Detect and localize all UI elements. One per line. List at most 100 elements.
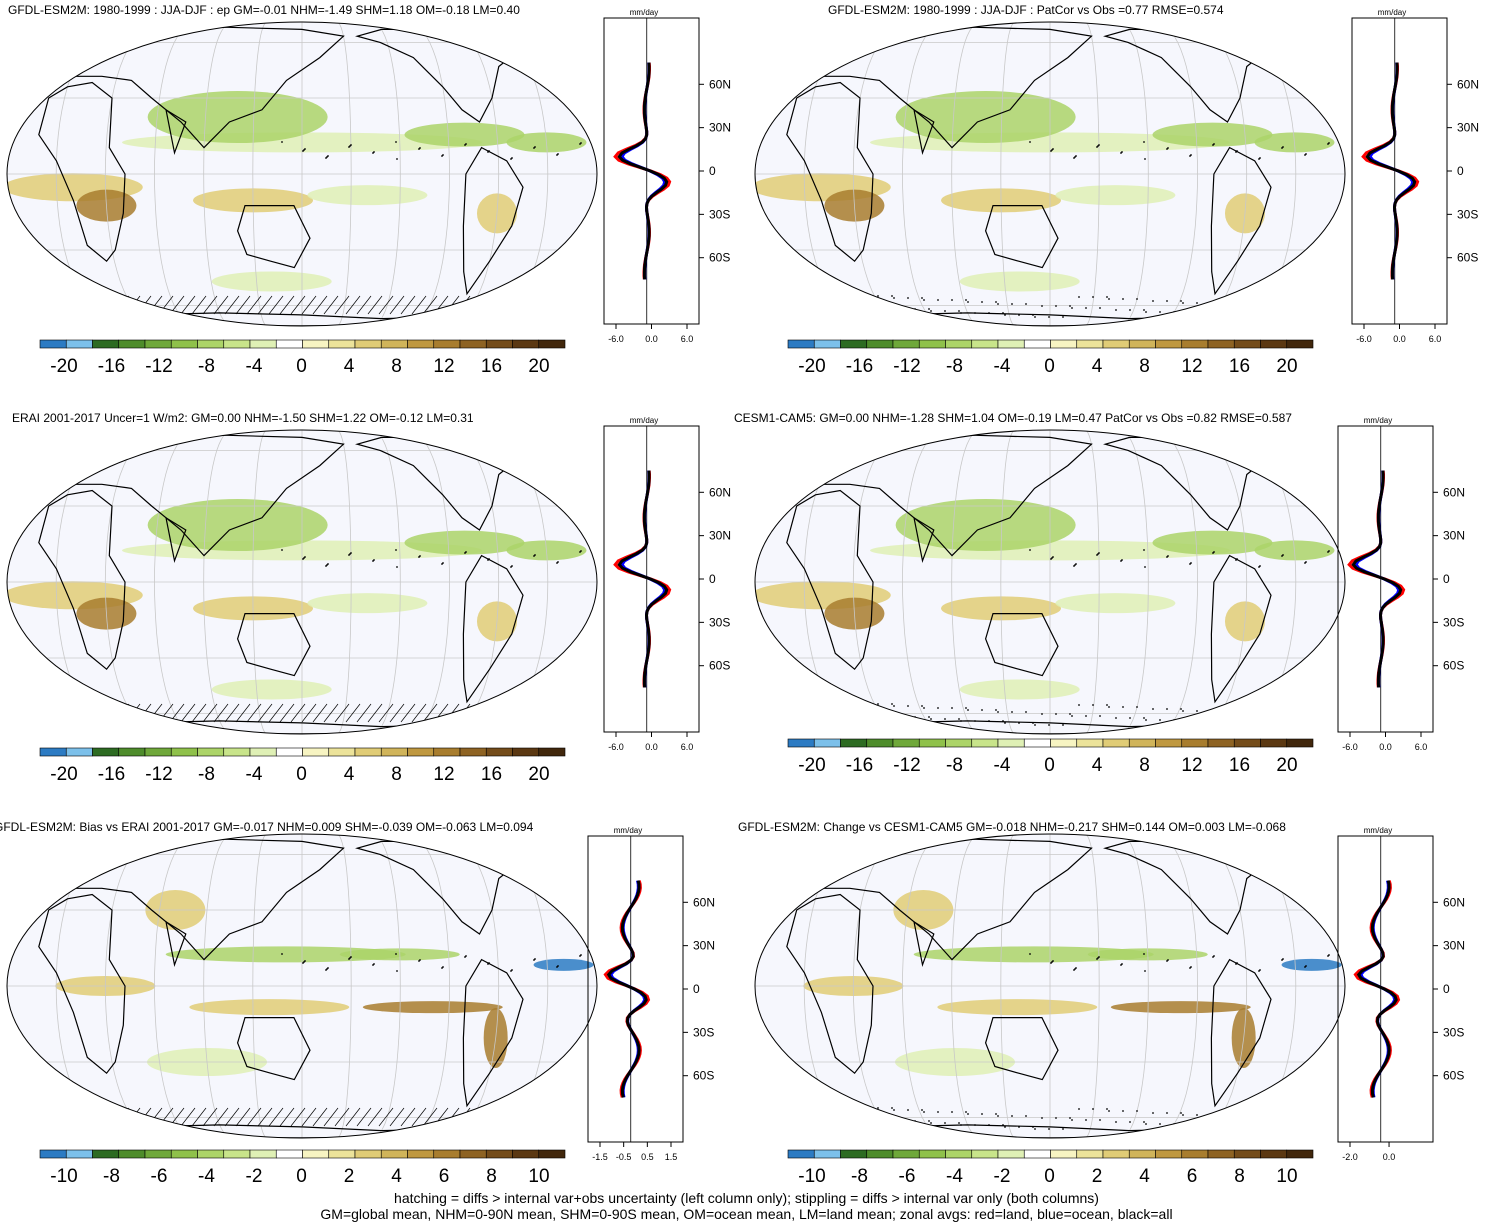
colorbar-swatch bbox=[1102, 1149, 1130, 1159]
coastline bbox=[984, 613, 1059, 677]
hatching-line bbox=[400, 703, 416, 723]
colorbar-tick-label: 6 bbox=[439, 1166, 450, 1187]
hatching-line bbox=[246, 703, 262, 723]
hatching-line bbox=[235, 295, 251, 315]
coastline bbox=[165, 108, 187, 156]
stipple-dot bbox=[1235, 151, 1237, 153]
coastline bbox=[913, 920, 935, 968]
colorbar-swatch bbox=[380, 339, 408, 349]
stipple-dot bbox=[1011, 711, 1013, 713]
colorbar-tick-label: 6 bbox=[1187, 1166, 1198, 1187]
hatching-line bbox=[510, 295, 526, 315]
longitude-gridline bbox=[203, 834, 233, 1138]
colorbar-swatch bbox=[302, 747, 330, 757]
zonal-ocean-curve bbox=[1354, 470, 1401, 688]
coastline bbox=[1210, 958, 1272, 1108]
precip-anomaly-region bbox=[1055, 593, 1176, 614]
footer-hatching-note: hatching = diffs > internal var+obs unce… bbox=[394, 1190, 1099, 1206]
stipple-dot bbox=[900, 1120, 902, 1122]
hatching-line bbox=[367, 703, 383, 723]
longitude-gridline bbox=[1154, 834, 1198, 1138]
colorbar-swatch bbox=[892, 1149, 920, 1159]
stipple-dot bbox=[1152, 708, 1154, 710]
colorbar-swatch bbox=[512, 747, 540, 757]
hatching-line bbox=[213, 703, 229, 723]
longitude-gridline bbox=[1000, 430, 1016, 734]
stipple-dot bbox=[1166, 300, 1168, 302]
colorbar-swatch bbox=[170, 1149, 198, 1159]
x-tick-label: 6.0 bbox=[681, 334, 694, 344]
hatching-line bbox=[345, 295, 361, 315]
panel-6: GFDL-ESM2M: Change vs CESM1-CAM5 GM=-0.0… bbox=[738, 814, 1493, 1194]
stipple-dot bbox=[1050, 150, 1052, 152]
hatching-line bbox=[279, 703, 295, 723]
stipple-dot bbox=[418, 960, 420, 962]
stipple-dot bbox=[1196, 1114, 1198, 1116]
hatching-line bbox=[477, 1107, 493, 1127]
colorbar-tick-label: 8 bbox=[486, 1166, 497, 1187]
stipple-dot bbox=[937, 299, 939, 301]
stipple-dot bbox=[856, 714, 858, 716]
stipple-dot bbox=[1034, 724, 1036, 726]
map-outline bbox=[6, 21, 598, 327]
stipple-dot bbox=[921, 297, 923, 299]
zonal-unit-label: mm/day bbox=[630, 416, 658, 425]
stipple-dot bbox=[997, 711, 999, 713]
colorbar-tick-label: -4 bbox=[198, 1166, 215, 1187]
hatching-line bbox=[268, 703, 284, 723]
hatching-line bbox=[422, 295, 438, 315]
stipple-dot bbox=[281, 549, 283, 551]
stipple-dot bbox=[1055, 713, 1057, 715]
stipple-dot bbox=[1166, 960, 1168, 962]
longitude-gridline bbox=[336, 22, 352, 326]
hatching-line bbox=[224, 703, 240, 723]
x-tick-label: -6.0 bbox=[1342, 742, 1358, 752]
stipple-dot bbox=[1129, 309, 1131, 311]
hatching-line bbox=[92, 703, 108, 723]
hatching-line bbox=[312, 1107, 328, 1127]
colorbar-swatch bbox=[892, 339, 920, 349]
colorbar-swatch bbox=[1286, 339, 1314, 349]
lat-tick-label: 0 bbox=[709, 164, 716, 178]
zonal-mean-plot: mm/day 60N 30N 0 30S 60S -1.5 -0.5 0.5 1.5 bbox=[587, 826, 715, 1162]
precip-anomaly-region bbox=[147, 91, 328, 144]
map-outline bbox=[754, 21, 1346, 327]
map-plot bbox=[6, 21, 598, 327]
hatching-line bbox=[301, 703, 317, 723]
stipple-dot bbox=[1011, 1115, 1013, 1117]
colorbar-swatch bbox=[328, 747, 356, 757]
map-plot bbox=[754, 429, 1346, 735]
precip-anomaly-region bbox=[895, 499, 1076, 552]
precip-anomaly-region bbox=[913, 946, 1154, 963]
stipple-dot bbox=[1085, 307, 1087, 309]
lat-tick-label: 60N bbox=[709, 77, 731, 91]
lat-tick-label: 60N bbox=[693, 895, 715, 909]
panel-title: CESM1-CAM5: GM=0.00 NHM=-1.28 SHM=1.04 O… bbox=[734, 411, 1292, 425]
colorbar-swatch bbox=[407, 339, 435, 349]
stipple-dot bbox=[884, 714, 886, 716]
colorbar-swatch bbox=[144, 1149, 172, 1159]
stipple-dot bbox=[1078, 704, 1080, 706]
stipple-dot bbox=[1071, 1119, 1073, 1121]
colorbar-swatch bbox=[433, 339, 461, 349]
hatching-line bbox=[81, 703, 97, 723]
hatching-line bbox=[246, 295, 262, 315]
colorbar-swatch bbox=[1128, 1149, 1156, 1159]
colorbar: -20 -16 -12 -8 -4 0 4 8 12 16 20 bbox=[787, 738, 1314, 776]
stipple-dot bbox=[556, 154, 558, 156]
colorbar-swatch bbox=[1233, 738, 1261, 748]
stipple-dot bbox=[441, 967, 443, 969]
hatching-line bbox=[202, 703, 218, 723]
colorbar-swatch bbox=[538, 339, 566, 349]
colorbar-swatch bbox=[1155, 339, 1183, 349]
colorbar-tick-label: -12 bbox=[893, 755, 920, 776]
stipple-dot bbox=[395, 549, 397, 551]
hatching-line bbox=[345, 1107, 361, 1127]
hatching-line bbox=[235, 1107, 251, 1127]
map-outline bbox=[6, 833, 598, 1139]
stipple-dot bbox=[988, 312, 990, 314]
colorbar-tick-label: -16 bbox=[98, 356, 125, 377]
precip-anomaly-region bbox=[404, 122, 525, 147]
hatching-line bbox=[488, 1107, 504, 1127]
hatching-line bbox=[180, 1107, 196, 1127]
